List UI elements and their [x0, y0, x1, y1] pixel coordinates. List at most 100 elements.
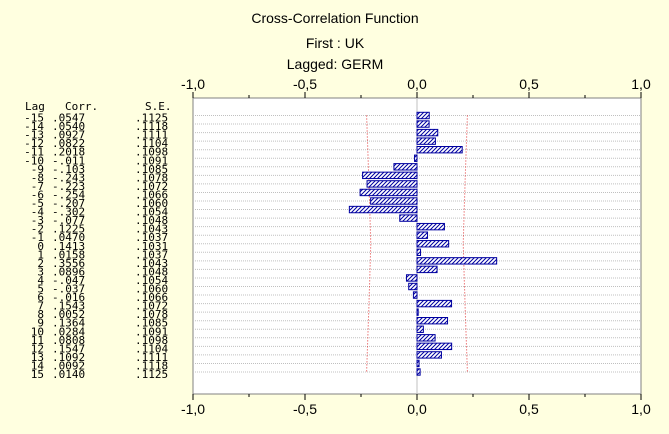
row-corr: -.223 — [52, 180, 85, 193]
row-corr: -.243 — [52, 171, 85, 184]
row-lag: 3 — [37, 265, 44, 278]
bar-lag-0 — [416, 240, 450, 248]
chart-subtitle-first: First : UK — [306, 35, 365, 51]
tick-label-top: 1,0 — [631, 76, 651, 92]
row-lag: 2 — [37, 257, 44, 270]
row-se: .1066 — [135, 291, 168, 304]
row-lag: -13 — [24, 129, 44, 142]
bar-lag--4 — [348, 205, 418, 214]
row-lag: -3 — [31, 214, 44, 227]
row-lag: 1 — [37, 248, 44, 261]
row-corr: .0540 — [52, 120, 85, 133]
tick-label-top: 0,0 — [407, 76, 427, 92]
bar-lag--14 — [416, 120, 430, 128]
bar-lag-9 — [416, 317, 449, 325]
row-corr: .0158 — [52, 248, 85, 261]
row-lag: 6 — [37, 291, 44, 304]
tick-label-top: -0,5 — [293, 76, 317, 92]
row-corr: .3556 — [52, 257, 85, 270]
bar-lag-11 — [416, 334, 436, 342]
row-se: .1054 — [135, 206, 168, 219]
row-corr: .0052 — [52, 308, 85, 321]
bar-lag-12 — [416, 342, 453, 351]
row-lag: 11 — [31, 334, 44, 347]
row-se: .1037 — [135, 231, 168, 244]
row-lag: -5 — [31, 197, 44, 210]
row-se: .1104 — [135, 342, 168, 355]
row-se: .1125 — [135, 112, 168, 125]
row-se: .1085 — [135, 317, 168, 330]
tick-label-top: -1,0 — [181, 76, 205, 92]
bar-lag--11 — [416, 146, 463, 154]
row-lag: 14 — [31, 359, 45, 372]
bar-lag--3 — [399, 214, 418, 222]
header-se: S.E. — [145, 100, 172, 113]
bar-lag-8 — [416, 308, 419, 316]
bar-lag--13 — [416, 128, 439, 137]
row-se: .1098 — [135, 146, 168, 159]
chart-title: Cross-Correlation Function — [251, 10, 418, 26]
bar-lag-5 — [408, 282, 418, 291]
row-corr: .1543 — [52, 300, 85, 313]
row-lag: -7 — [31, 180, 44, 193]
row-se: .1043 — [135, 223, 168, 236]
row-se: .1066 — [135, 188, 168, 201]
row-lag: 5 — [37, 283, 44, 296]
row-corr: -.037 — [52, 283, 85, 296]
row-corr: -.047 — [52, 274, 85, 287]
bars — [348, 111, 498, 376]
bar-lag-2 — [416, 257, 498, 265]
row-lag: -4 — [31, 206, 45, 219]
row-lag: -6 — [31, 188, 44, 201]
row-corr: .0470 — [52, 231, 85, 244]
row-se: .1104 — [135, 137, 168, 150]
row-corr: .0822 — [52, 137, 85, 150]
confidence-band-lines — [366, 115, 468, 373]
row-se: .1091 — [135, 325, 168, 338]
row-se: .1078 — [135, 308, 168, 321]
bar-lag--2 — [416, 222, 445, 231]
row-se: .1125 — [135, 368, 168, 381]
bar-lag-13 — [416, 351, 442, 359]
confidence-band-neg — [366, 115, 372, 373]
row-se: .1072 — [135, 180, 168, 193]
bar-lag-14 — [416, 359, 420, 368]
row-lag: -9 — [31, 163, 44, 176]
row-corr: .0140 — [52, 368, 85, 381]
bar-lag--6 — [359, 188, 418, 197]
chart-subtitle-lagged: Lagged: GERM — [287, 56, 384, 72]
row-se: .1031 — [135, 240, 168, 253]
row-corr: -.207 — [52, 197, 85, 210]
row-corr: .1364 — [52, 317, 85, 330]
row-lag: -10 — [24, 154, 44, 167]
lag-table: -15.0547.1125-14.0540.1118-13.0927.1111-… — [24, 112, 168, 382]
tick-label-bottom: -1,0 — [181, 401, 205, 417]
row-lag: 4 — [37, 274, 44, 287]
bar-lag-10 — [416, 325, 424, 333]
bar-lag--7 — [366, 180, 418, 188]
row-lag: -12 — [24, 137, 44, 150]
row-se: .1111 — [135, 351, 168, 364]
tick-label-bottom: -0,5 — [293, 401, 317, 417]
row-se: .1048 — [135, 214, 168, 227]
bar-lag--8 — [362, 171, 418, 180]
row-lag: 15 — [31, 368, 44, 381]
row-corr: .1092 — [52, 351, 85, 364]
row-corr: -.302 — [52, 206, 85, 219]
row-se: .1037 — [135, 248, 168, 261]
row-corr: .2018 — [52, 146, 85, 159]
row-se: .1118 — [135, 120, 168, 133]
tick-label-bottom: 1,0 — [631, 401, 651, 417]
row-corr: -.077 — [52, 214, 85, 227]
row-se: .1078 — [135, 171, 168, 184]
row-lag: 0 — [37, 240, 44, 253]
row-lag: -11 — [24, 146, 44, 159]
row-se: .1060 — [135, 283, 168, 296]
row-se: .1118 — [135, 359, 168, 372]
row-lag: 7 — [37, 300, 44, 313]
row-corr: .1413 — [52, 240, 85, 253]
row-corr: .0547 — [52, 112, 85, 125]
bar-lag--12 — [416, 137, 436, 145]
row-lag: 10 — [31, 325, 44, 338]
row-corr: .0808 — [52, 334, 85, 347]
